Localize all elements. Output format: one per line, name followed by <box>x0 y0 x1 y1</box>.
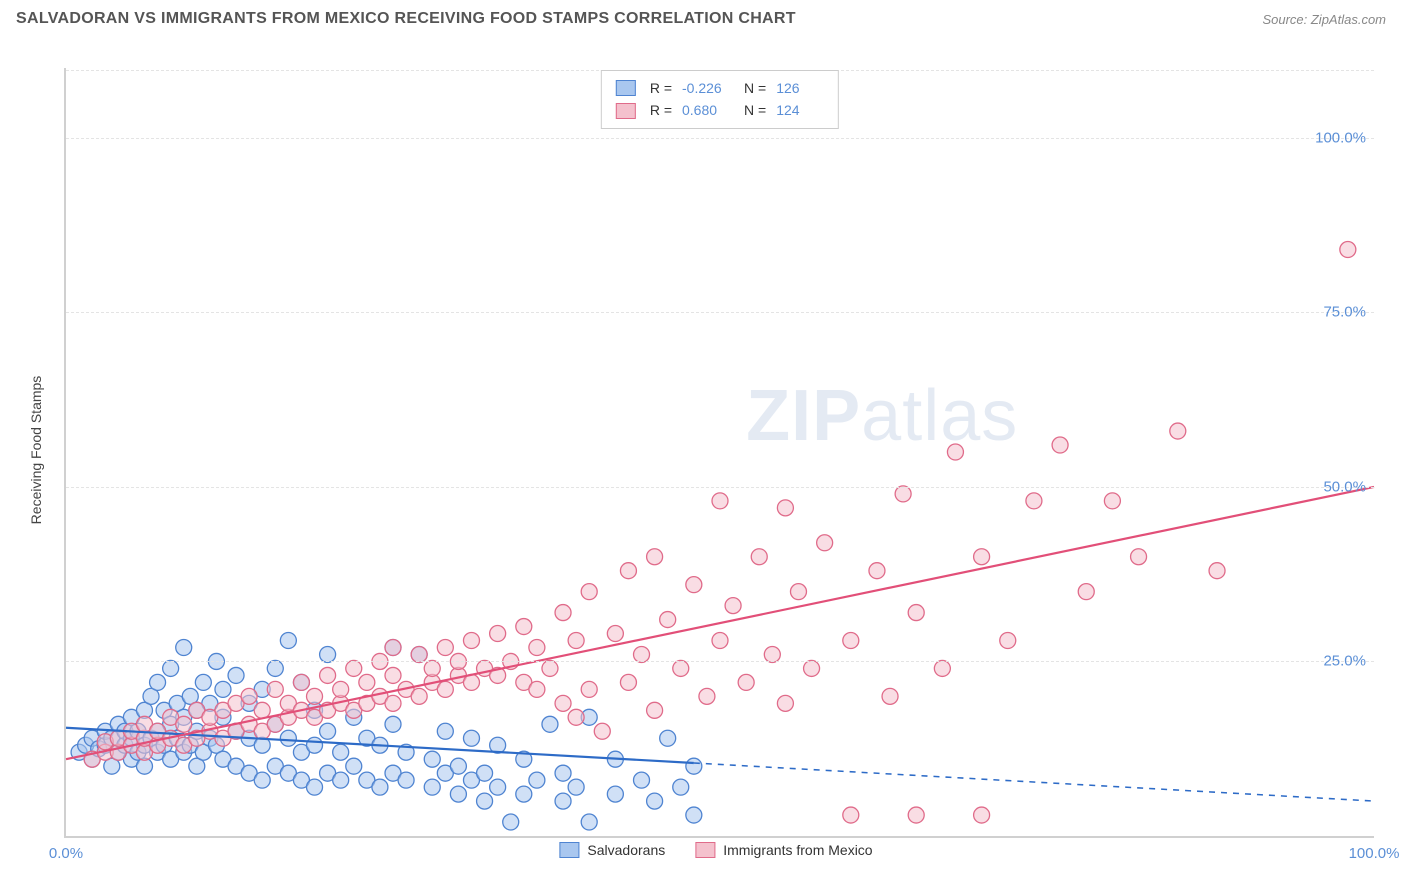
legend-row: R = 0.680 N = 124 <box>616 99 824 121</box>
source-attribution: Source: ZipAtlas.com <box>1262 12 1386 27</box>
gridline <box>66 661 1374 662</box>
swatch-icon <box>616 80 636 96</box>
legend-label: Immigrants from Mexico <box>723 842 872 858</box>
n-label: N = <box>744 77 766 99</box>
plot-area: R = -0.226 N = 126 R = 0.680 N = 124 ZIP… <box>64 68 1374 838</box>
y-tick-label: 50.0% <box>1323 478 1366 495</box>
chart-title: SALVADORAN VS IMMIGRANTS FROM MEXICO REC… <box>16 10 796 28</box>
gridline <box>66 312 1374 313</box>
correlation-legend: R = -0.226 N = 126 R = 0.680 N = 124 <box>601 70 839 129</box>
legend-row: R = -0.226 N = 126 <box>616 77 824 99</box>
r-label: R = <box>650 99 672 121</box>
r-value: 0.680 <box>682 99 730 121</box>
scatter-svg <box>66 68 1374 836</box>
y-tick-label: 100.0% <box>1315 129 1366 146</box>
y-tick-label: 25.0% <box>1323 653 1366 670</box>
gridline <box>66 138 1374 139</box>
y-axis-label: Receiving Food Stamps <box>28 376 44 525</box>
swatch-icon <box>559 842 579 858</box>
n-value: 124 <box>776 99 824 121</box>
swatch-icon <box>616 103 636 119</box>
series-legend: Salvadorans Immigrants from Mexico <box>559 842 872 858</box>
header-bar: SALVADORAN VS IMMIGRANTS FROM MEXICO REC… <box>0 0 1406 36</box>
swatch-icon <box>695 842 715 858</box>
legend-item: Salvadorans <box>559 842 665 858</box>
n-value: 126 <box>776 77 824 99</box>
gridline <box>66 487 1374 488</box>
legend-label: Salvadorans <box>587 842 665 858</box>
x-tick-label: 0.0% <box>49 845 83 862</box>
legend-item: Immigrants from Mexico <box>695 842 872 858</box>
n-label: N = <box>744 99 766 121</box>
chart-container: Receiving Food Stamps R = -0.226 N = 126… <box>46 40 1386 860</box>
r-label: R = <box>650 77 672 99</box>
y-tick-label: 75.0% <box>1323 304 1366 321</box>
x-tick-label: 100.0% <box>1349 845 1400 862</box>
r-value: -0.226 <box>682 77 730 99</box>
